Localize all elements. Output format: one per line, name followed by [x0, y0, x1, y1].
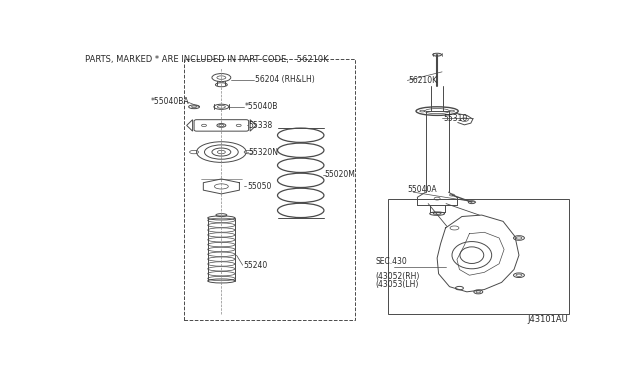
Ellipse shape: [208, 233, 235, 237]
Text: PARTS, MARKED * ARE INCLUDED IN PART CODE,   56210K: PARTS, MARKED * ARE INCLUDED IN PART COD…: [85, 55, 328, 64]
Text: 55320N: 55320N: [249, 148, 278, 157]
Ellipse shape: [208, 267, 235, 271]
Ellipse shape: [208, 262, 235, 266]
Text: (43053(LH): (43053(LH): [375, 279, 419, 289]
Ellipse shape: [450, 226, 459, 230]
Ellipse shape: [278, 173, 324, 187]
Text: 55050: 55050: [247, 182, 271, 191]
FancyBboxPatch shape: [194, 120, 248, 131]
Text: 55338: 55338: [249, 121, 273, 130]
Ellipse shape: [208, 218, 235, 222]
Polygon shape: [250, 120, 256, 131]
Text: 56204 (RH&LH): 56204 (RH&LH): [255, 75, 314, 84]
Text: J43101AU: J43101AU: [528, 315, 568, 324]
Bar: [388, 199, 568, 314]
Ellipse shape: [433, 53, 442, 56]
Text: *55040B: *55040B: [244, 102, 278, 111]
Ellipse shape: [208, 247, 235, 251]
Ellipse shape: [278, 188, 324, 202]
Text: 55020M: 55020M: [324, 170, 355, 179]
Text: 55240: 55240: [244, 261, 268, 270]
Ellipse shape: [208, 276, 235, 281]
Ellipse shape: [278, 158, 324, 173]
Ellipse shape: [208, 257, 235, 261]
Text: 55040A: 55040A: [408, 185, 437, 194]
Ellipse shape: [278, 143, 324, 157]
Polygon shape: [187, 120, 193, 131]
Ellipse shape: [208, 252, 235, 256]
Ellipse shape: [208, 223, 235, 227]
Ellipse shape: [278, 203, 324, 218]
Ellipse shape: [278, 128, 324, 142]
Bar: [184, 59, 355, 320]
Text: (43052(RH): (43052(RH): [375, 272, 419, 281]
Ellipse shape: [208, 272, 235, 276]
Text: SEC.430: SEC.430: [375, 257, 407, 266]
Ellipse shape: [208, 238, 235, 242]
Text: *55040BA: *55040BA: [151, 97, 189, 106]
Text: 56210K: 56210K: [408, 76, 438, 85]
Ellipse shape: [208, 243, 235, 247]
Text: 55310: 55310: [443, 114, 467, 123]
Ellipse shape: [208, 228, 235, 232]
